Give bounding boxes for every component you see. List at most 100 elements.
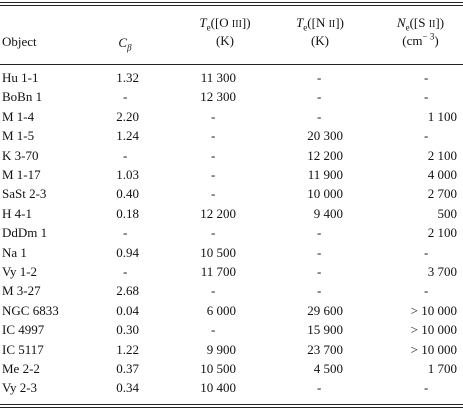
ne-sub: e: [405, 22, 410, 33]
cell-te-nii: 15 900: [307, 322, 343, 338]
cell-ne-sii: 2 700: [427, 186, 457, 202]
cell-object: M 3-27: [2, 283, 41, 299]
cell-te-oiii: 10 500: [200, 244, 236, 260]
te-nii-close: ]): [335, 15, 344, 30]
cell-te-oiii: 12 200: [200, 205, 236, 221]
cell-cbeta: 1.32: [116, 70, 139, 85]
ne-unit-post: ): [434, 33, 439, 48]
cell-te-nii: -: [317, 244, 322, 260]
cell-object: K 3-70: [2, 147, 39, 163]
ne-unit-sup: − 3: [422, 31, 435, 42]
top-rule-1: [0, 2, 463, 3]
cell-ne-sii: -: [424, 380, 429, 396]
bottom-rule-2: [0, 407, 463, 408]
ne-symbol: N: [396, 15, 406, 30]
header-ne-sii-line1: Ne([S II]): [378, 15, 463, 33]
cell-ne-sii: 500: [437, 205, 458, 221]
cell-cbeta: 0.34: [116, 380, 139, 396]
cell-te-nii: -: [317, 380, 322, 396]
cell-ne-sii: 2 100: [427, 225, 457, 241]
cell-te-oiii: 10 500: [200, 361, 236, 376]
header-te-nii-unit: (K): [310, 33, 330, 48]
te-sub: e: [303, 22, 308, 33]
cell-cbeta: -: [123, 264, 128, 279]
cell-object: IC 4997: [2, 322, 45, 338]
cell-object: Me 2-2: [2, 361, 40, 376]
te-sub: e: [206, 22, 211, 33]
cell-cbeta: 0.04: [116, 302, 139, 318]
cell-ne-sii: 3 700: [427, 264, 457, 279]
cell-te-oiii: 12 300: [200, 89, 236, 105]
cell-cbeta: 0.94: [116, 244, 139, 260]
cell-te-nii: 11 900: [307, 167, 343, 182]
header-te-oiii-unit: (K): [215, 33, 235, 48]
cell-ne-sii: > 10 000: [410, 322, 457, 338]
header-te-nii-line1: Te([N II]): [265, 15, 375, 33]
cell-cbeta: 1.24: [116, 128, 139, 144]
cell-cbeta: 1.22: [116, 341, 139, 357]
te-nii-stage: II: [328, 19, 336, 30]
cell-ne-sii: > 10 000: [410, 302, 457, 318]
cell-ne-sii: 1 100: [427, 108, 457, 124]
cell-ne-sii: -: [424, 244, 429, 260]
cell-object: BoBn 1: [2, 89, 43, 105]
cell-ne-sii: 4 000: [427, 167, 457, 182]
cell-cbeta: 2.20: [116, 108, 139, 124]
cell-te-nii: -: [317, 89, 322, 105]
cell-te-nii: 29 600: [307, 302, 343, 318]
cell-object: M 1-4: [2, 108, 35, 124]
header-cbeta-symbol: C: [118, 35, 128, 50]
cell-object: Hu 1-1: [2, 70, 39, 85]
header-te-oiii: Te([O III]) (K): [170, 15, 280, 49]
cell-te-oiii: -: [211, 167, 216, 182]
cell-te-nii: 23 700: [307, 341, 343, 357]
cell-cbeta: 1.03: [116, 167, 139, 182]
cell-object: H 4-1: [2, 205, 32, 221]
header-cbeta-sub: β: [127, 42, 132, 53]
cell-te-nii: -: [317, 70, 322, 85]
header-object: Object: [2, 34, 37, 49]
header-rule: [0, 64, 463, 65]
te-symbol: T: [199, 15, 207, 30]
ne-sii-stage: II: [428, 19, 436, 30]
header-te-nii: Te([N II]) (K): [265, 15, 375, 49]
cell-ne-sii: -: [424, 128, 429, 144]
cell-te-oiii: 9 900: [206, 341, 236, 357]
cell-te-nii: -: [317, 225, 322, 241]
cell-cbeta: -: [123, 225, 128, 241]
header-te-oiii-line1: Te([O III]): [170, 15, 280, 33]
cell-ne-sii: -: [424, 283, 429, 299]
cell-object: M 1-17: [2, 167, 41, 182]
cell-cbeta: -: [123, 89, 128, 105]
cell-cbeta: 0.18: [116, 205, 139, 221]
te-nii-ion: ([N: [307, 15, 329, 30]
cell-object: M 1-5: [2, 128, 35, 144]
cell-te-nii: 10 000: [307, 186, 343, 202]
cell-te-oiii: -: [211, 225, 216, 241]
cell-te-nii: 20 300: [307, 128, 343, 144]
cell-te-oiii: 11 300: [200, 70, 236, 85]
cell-object: Vy 2-3: [2, 380, 38, 396]
ne-sii-ion: ([S: [409, 15, 429, 30]
cell-te-oiii: -: [211, 283, 216, 299]
header-cbeta: Cβ: [110, 35, 140, 53]
cell-cbeta: 2.68: [116, 283, 139, 299]
cell-te-oiii: 6 000: [206, 302, 236, 318]
te-symbol: T: [296, 15, 304, 30]
cell-te-oiii: 11 700: [200, 264, 236, 279]
cell-te-oiii: 10 400: [200, 380, 236, 396]
cell-ne-sii: -: [424, 89, 429, 105]
cell-te-nii: 9 400: [313, 205, 343, 221]
cell-object: NGC 6833: [2, 302, 59, 318]
cell-te-nii: 4 500: [313, 361, 343, 376]
cell-cbeta: 0.40: [116, 186, 139, 202]
cell-ne-sii: -: [424, 70, 429, 85]
header-ne-sii: Ne([S II]) (cm− 3): [378, 15, 463, 49]
cell-object: IC 5117: [2, 341, 44, 357]
header-ne-sii-unit: (cm− 3): [378, 31, 463, 49]
te-oiii-stage: III: [231, 19, 242, 30]
te-oiii-ion: ([O: [210, 15, 232, 30]
cell-te-oiii: -: [211, 128, 216, 144]
cell-te-oiii: -: [211, 322, 216, 338]
cell-te-oiii: -: [211, 186, 216, 202]
